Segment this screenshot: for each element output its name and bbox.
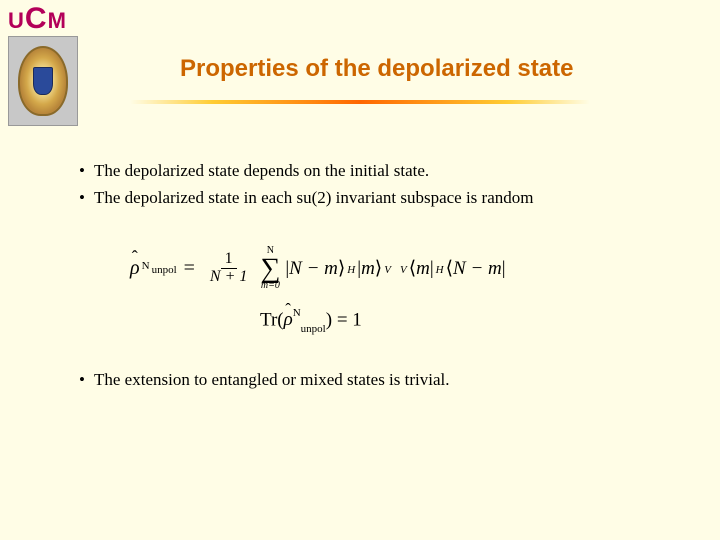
bra2-presub: H	[436, 264, 444, 276]
bullet-text: The depolarized state depends on the ini…	[94, 160, 429, 183]
equations-block: ρNunpol = 1 N + 1 N ∑ m=0 |N − m⟩H |m⟩V …	[130, 246, 670, 333]
trace-rho-sub: unpol	[301, 323, 326, 335]
bra1-presub: V	[400, 264, 407, 276]
bra1: m	[416, 258, 430, 279]
frac-den: N + 1	[210, 268, 247, 285]
bullets-bottom: • The extension to entangled or mixed st…	[70, 369, 670, 392]
crest-icon	[8, 36, 78, 126]
trace-rho-sup: N	[293, 307, 301, 319]
bullet-marker: •	[70, 187, 94, 210]
summation: N ∑ m=0	[260, 246, 280, 291]
content: • The depolarized state depends on the i…	[70, 160, 670, 418]
trace-rhs: = 1	[337, 309, 362, 330]
bullets-top: • The depolarized state depends on the i…	[70, 160, 670, 210]
ket2-sub: V	[384, 264, 391, 276]
ucm-label: UCM	[8, 2, 88, 36]
bullet-text: The depolarized state in each su(2) inva…	[94, 187, 533, 210]
ket1: N − m	[289, 258, 338, 279]
ucm-u: U	[8, 8, 25, 33]
equation-rho: ρNunpol = 1 N + 1 N ∑ m=0 |N − m⟩H |m⟩V …	[130, 246, 670, 291]
logo-block: UCM	[8, 2, 88, 126]
rho-sup: N	[142, 260, 150, 272]
ucm-c: C	[25, 2, 48, 35]
frac-num: 1	[221, 251, 237, 269]
trace-rho: ρ	[284, 309, 293, 330]
ket1-sub: H	[347, 264, 355, 276]
equation-trace: Tr(ρNunpol) = 1	[260, 309, 670, 333]
fraction: 1 N + 1	[206, 251, 251, 286]
bra2: N − m	[453, 258, 502, 279]
bullet-item: • The depolarized state in each su(2) in…	[70, 187, 670, 210]
rho-symbol: ρ	[130, 257, 140, 279]
trace-label: Tr	[260, 309, 277, 330]
rho-sub: unpol	[152, 264, 177, 276]
ucm-m: M	[48, 8, 67, 33]
ket2: m	[361, 258, 375, 279]
bullet-marker: •	[70, 369, 94, 392]
slide-title: Properties of the depolarized state	[180, 55, 573, 83]
bullet-item: • The depolarized state depends on the i…	[70, 160, 670, 183]
divider	[130, 100, 590, 104]
bullet-text: The extension to entangled or mixed stat…	[94, 369, 450, 392]
bullet-item: • The extension to entangled or mixed st…	[70, 369, 670, 392]
bullet-marker: •	[70, 160, 94, 183]
header: UCM Properties of the depolarized state	[0, 0, 720, 130]
sum-lower: m=0	[261, 280, 280, 291]
